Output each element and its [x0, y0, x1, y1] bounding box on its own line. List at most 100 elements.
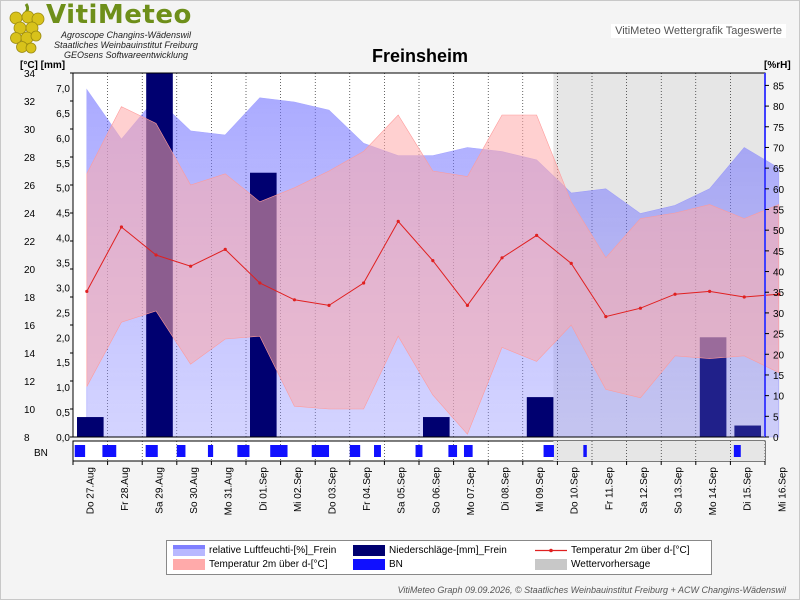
legend-temp-band-swatch [173, 559, 205, 570]
chart-title: Freinsheim [371, 46, 469, 66]
grape-logo-icon [9, 3, 45, 54]
temperature-point [673, 292, 677, 296]
bn-forecast-region [553, 441, 765, 461]
x-tick-label: Mo 14.Sep [708, 467, 719, 516]
mm-tick-label: 4,5 [56, 209, 70, 220]
bn-bar [415, 445, 423, 457]
x-tick-label: Mi 09.Sep [535, 467, 546, 512]
temp-tick-label: 14 [24, 349, 36, 360]
legend-temp-band-label: Temperatur 2m über d-[°C] [209, 559, 328, 570]
temperature-point [189, 264, 193, 268]
mm-tick-label: 0,0 [56, 433, 70, 444]
legend-humidity-swatch [173, 545, 205, 556]
rh-tick-label: 45 [773, 247, 785, 258]
temperature-point [258, 281, 262, 285]
temperature-point [396, 219, 400, 223]
temperature-point [154, 253, 158, 257]
rh-tick-label: 5 [773, 412, 779, 423]
temp-tick-label: 18 [24, 293, 36, 304]
graph-subtitle: VitiMeteo Wettergrafik Tageswerte [611, 24, 786, 38]
rh-tick-label: 80 [773, 102, 785, 113]
x-tick-label: Di 01.Sep [258, 467, 269, 511]
rh-tick-label: 0 [773, 433, 779, 444]
bn-bar [207, 445, 214, 457]
x-tick-label: Di 08.Sep [501, 467, 512, 511]
x-tick-label: Mo 31.Aug [224, 467, 235, 515]
temperature-point [223, 247, 227, 251]
temperature-point [535, 233, 539, 237]
x-tick-label: Fr 11.Sep [604, 467, 615, 511]
mm-tick-label: 7,0 [56, 84, 70, 95]
legend-humidity: relative Luftfeuchti-[%]_Frein [173, 545, 336, 556]
temperature-point [119, 225, 124, 229]
mm-tick-label: 4,0 [56, 234, 70, 245]
precip-bar [526, 397, 554, 437]
footer-credit: VitiMeteo Graph 09.09.2026, © Staatliche… [397, 585, 786, 595]
x-tick-label: Sa 12.Sep [639, 467, 650, 514]
legend-temp-line-label: Temperatur 2m über d-[°C] [571, 545, 690, 556]
right-axis-unit: [%rH] [764, 60, 791, 71]
mm-tick-label: 0,5 [56, 408, 70, 419]
bn-label: BN [34, 448, 48, 459]
logo-line-1: Agroscope Changins-Wädenswil [60, 30, 192, 40]
temp-tick-label: 10 [24, 405, 36, 416]
rh-tick-label: 75 [773, 123, 785, 134]
bn-bar [733, 445, 741, 457]
mm-tick-label: 2,5 [56, 308, 70, 319]
rh-tick-label: 10 [773, 392, 785, 403]
temp-tick-label: 16 [24, 321, 36, 332]
x-tick-label: Fr 28.Aug [120, 467, 131, 511]
bn-bar [374, 445, 381, 457]
rh-tick-label: 35 [773, 288, 785, 299]
rh-tick-label: 25 [773, 330, 785, 341]
rh-tick-label: 65 [773, 164, 785, 175]
rh-tick-label: 60 [773, 185, 785, 196]
bn-bar [176, 445, 186, 457]
legend-bn-swatch [353, 559, 385, 570]
bn-bar [543, 445, 554, 457]
bn-bar [583, 445, 587, 457]
temp-tick-label: 28 [24, 153, 36, 164]
legend-precip-label: Niederschläge-[mm]_Frein [389, 545, 507, 556]
temp-tick-label: 32 [24, 97, 36, 108]
bn-bar [311, 445, 330, 457]
x-tick-label: Sa 05.Sep [397, 467, 408, 514]
temperature-point [362, 281, 366, 285]
logo-line-2: Staatliches Weinbauinstitut Freiburg [54, 40, 198, 50]
x-tick-label: Do 27.Aug [85, 467, 96, 514]
legend-temp-band: Temperatur 2m über d-[°C] [173, 559, 328, 570]
mm-tick-label: 1,0 [56, 383, 70, 394]
bn-bar [270, 445, 288, 457]
legend-precip: Niederschläge-[mm]_Frein [353, 545, 507, 556]
rh-tick-label: 70 [773, 143, 785, 154]
x-tick-label: Sa 29.Aug [155, 467, 166, 514]
x-tick-label: Mo 07.Sep [466, 467, 477, 516]
logo-wordmark: VitiMeteo [46, 0, 192, 30]
legend-forecast: Wettervorhersage [535, 559, 650, 570]
mm-tick-label: 5,0 [56, 184, 70, 195]
temperature-point [292, 298, 297, 302]
legend-precip-swatch [353, 545, 385, 556]
mm-tick-label: 3,0 [56, 283, 70, 294]
legend-forecast-label: Wettervorhersage [571, 559, 651, 570]
x-tick-label: Do 03.Sep [328, 467, 339, 515]
rh-tick-label: 50 [773, 226, 785, 237]
legend-bn-label: BN [389, 559, 403, 570]
temperature-point [431, 259, 435, 263]
legend-humidity-label: relative Luftfeuchti-[%]_Frein [209, 545, 337, 556]
mm-tick-label: 5,5 [56, 159, 70, 170]
rh-tick-label: 85 [773, 81, 785, 92]
rh-tick-label: 40 [773, 268, 785, 279]
x-tick-label: Di 15.Sep [743, 467, 754, 511]
mm-tick-label: 6,5 [56, 109, 70, 120]
temperature-point [569, 261, 573, 265]
precip-bar [423, 417, 450, 437]
bn-bar [448, 445, 458, 457]
bn-bar [145, 445, 158, 457]
rh-tick-label: 20 [773, 350, 785, 361]
x-tick-label: So 30.Aug [189, 467, 200, 514]
bn-bar [463, 445, 473, 457]
temperature-range-band [86, 106, 780, 435]
temperature-point [742, 295, 746, 299]
temperature-point [777, 292, 781, 296]
